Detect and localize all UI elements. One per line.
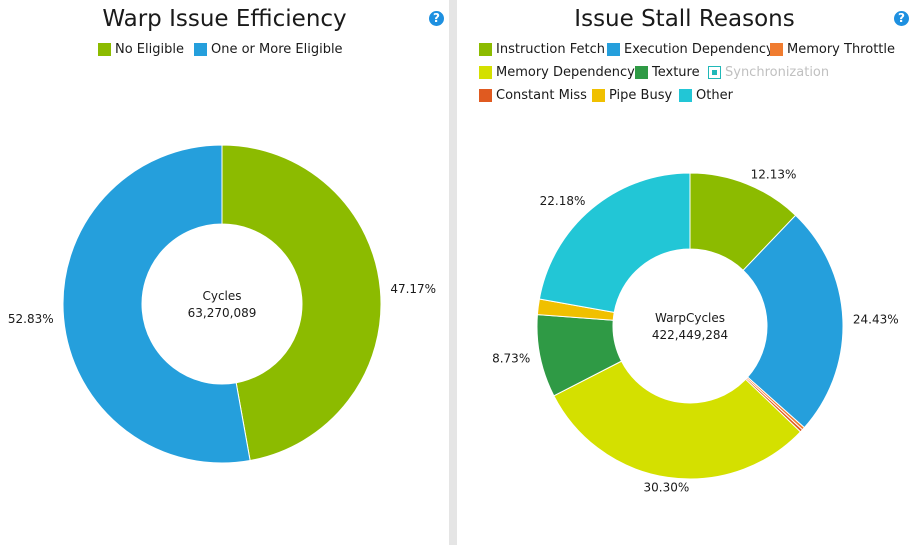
slice-value-label: 22.18%	[540, 194, 586, 208]
slice-execution-dependency[interactable]	[742, 214, 844, 429]
center-label: WarpCycles	[655, 311, 725, 325]
legend-item-other[interactable]: Other	[679, 86, 733, 104]
center-value: 63,270,089	[188, 306, 257, 320]
legend-swatch	[592, 88, 605, 102]
chart-title: Warp Issue Efficiency	[102, 6, 347, 32]
legend-item-pipe-busy[interactable]: Pipe Busy	[592, 86, 672, 104]
slice-memory-dependency[interactable]	[553, 360, 802, 480]
legend-label: Execution Dependency	[624, 41, 774, 57]
legend-item-one-or-more-eligible[interactable]: One or More Eligible	[194, 40, 343, 58]
center-value: 422,449,284	[652, 328, 728, 342]
legend-label: No Eligible	[115, 41, 184, 57]
legend-swatch	[635, 65, 648, 79]
legend-label: Constant Miss	[496, 87, 587, 103]
legend-label: Other	[696, 87, 733, 103]
slice-value-label: 47.17%	[390, 282, 436, 296]
legend-label: One or More Eligible	[211, 41, 343, 57]
slice-value-label: 30.30%	[644, 480, 690, 494]
legend-item-constant-miss[interactable]: Constant Miss	[479, 86, 587, 104]
legend-label: Memory Dependency	[496, 64, 635, 80]
slice-value-label: 52.83%	[8, 312, 54, 326]
warp-issue-efficiency-panel: Warp Issue Efficiency ? No Eligible One …	[0, 0, 449, 545]
legend-swatch	[479, 88, 492, 102]
slice-value-label: 12.13%	[751, 168, 797, 182]
legend-label: Texture	[652, 64, 700, 80]
legend-item-memory-dependency[interactable]: Memory Dependency	[479, 63, 635, 81]
legend-item-texture[interactable]: Texture	[635, 63, 700, 81]
slice-value-label: 24.43%	[853, 312, 899, 326]
slice-value-label: 8.73%	[492, 351, 530, 365]
help-icon[interactable]: ?	[894, 11, 909, 26]
legend-label: Synchronization	[725, 64, 830, 80]
legend-swatch	[708, 65, 721, 79]
legend-swatch	[607, 42, 620, 56]
donut-chart: 12.13% 24.43% 30.30% 8.73% 22.18% WarpCycles 4…	[492, 168, 899, 495]
legend-label: Pipe Busy	[609, 87, 673, 103]
legend-item-memory-throttle[interactable]: Memory Throttle	[770, 40, 895, 58]
slice-no-eligible[interactable]	[221, 144, 382, 462]
legend-swatch	[770, 42, 783, 56]
legend-item-instruction-fetch[interactable]: Instruction Fetch	[479, 40, 605, 58]
donut-chart: 47.17% 52.83% Cycles 63,270,089	[8, 144, 436, 464]
legend-swatch	[98, 42, 111, 56]
chart-title: Issue Stall Reasons	[574, 6, 795, 32]
panel-divider[interactable]	[449, 0, 457, 545]
center-label: Cycles	[202, 289, 241, 303]
slice-other[interactable]	[538, 172, 691, 314]
legend-item-execution-dependency[interactable]: Execution Dependency	[607, 40, 774, 58]
legend-swatch	[194, 42, 207, 56]
legend-item-synchronization[interactable]: Synchronization	[708, 63, 829, 81]
issue-stall-reasons-panel: Issue Stall Reasons ? Instruction Fetch …	[457, 0, 912, 545]
slice-one-or-more-eligible[interactable]	[62, 144, 251, 464]
legend-item-no-eligible[interactable]: No Eligible	[98, 40, 184, 58]
legend-swatch	[479, 42, 492, 56]
legend-label: Instruction Fetch	[496, 41, 605, 57]
legend-label: Memory Throttle	[787, 41, 895, 57]
legend-swatch	[679, 88, 692, 102]
legend-swatch	[479, 65, 492, 79]
help-icon[interactable]: ?	[429, 11, 444, 26]
